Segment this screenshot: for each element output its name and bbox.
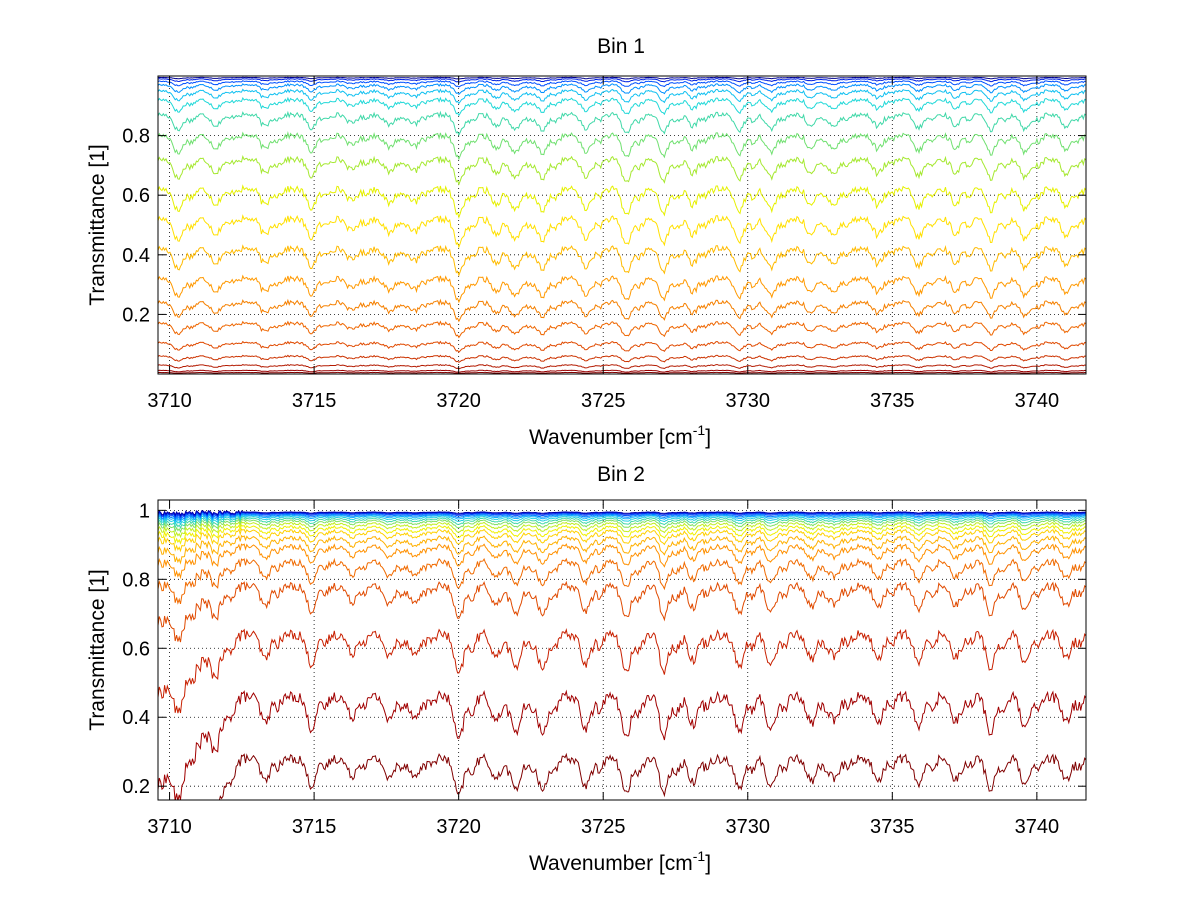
series-line	[218, 752, 1086, 800]
x-axis-title-sup-bin-1: -1	[693, 422, 706, 438]
series-line	[158, 154, 1086, 186]
y-tick-label: 0.2	[122, 776, 150, 798]
axes-box-bin-2	[157, 499, 1087, 801]
ticks-bin-1: 3710 3715 3720 3725 3730 3735 3740 0.2 0.4 0.6 0.8	[122, 76, 1086, 412]
series-line	[158, 369, 1086, 373]
chart-title-bin-1: Bin 1	[597, 35, 645, 58]
series-line	[158, 528, 1086, 553]
chart-title-bin-2: Bin 2	[597, 463, 645, 486]
y-tick-label: 0.4	[122, 245, 150, 267]
series-line	[158, 627, 1086, 714]
series-line	[158, 110, 1086, 137]
series-line	[158, 520, 1086, 539]
series-line	[158, 244, 1086, 277]
series-line	[158, 82, 1086, 96]
series-line	[158, 298, 1086, 323]
series-line	[158, 78, 1086, 83]
series-line	[158, 214, 1086, 249]
series-line	[158, 524, 1086, 545]
x-tick-label: 3735	[870, 816, 915, 838]
series-line	[158, 514, 1086, 526]
series-line	[158, 354, 1086, 363]
series-line	[158, 518, 1086, 534]
ticks-bin-2: 3710 3715 3720 3725 3730 3735 3740 0.2 0.4 0.6 0.8…	[122, 500, 1086, 838]
y-axis-title-bin-1: Transmittance [1]	[86, 144, 109, 305]
series-line	[158, 557, 1086, 605]
x-tick-label: 3725	[581, 816, 626, 838]
series-group-bin-1	[158, 76, 1086, 374]
x-axis-title-bin-2: Wavenumber [cm-1]	[529, 848, 711, 875]
y-tick-label: 0.4	[122, 707, 150, 729]
series-line	[158, 513, 1086, 523]
series-line	[158, 96, 1086, 117]
series-line	[158, 131, 1086, 161]
x-tick-label: 3735	[870, 390, 915, 412]
series-line	[158, 510, 1086, 517]
series-line	[158, 340, 1086, 353]
series-line	[158, 364, 1086, 370]
series-group-bin-2	[158, 510, 1086, 800]
x-axis-title-text-bin-2: Wavenumber [cm	[529, 852, 693, 875]
y-tick-label: 0.8	[122, 569, 150, 591]
series-line	[158, 510, 1086, 518]
x-axis-title-end-bin-1: ]	[705, 426, 711, 449]
series-line	[158, 534, 1086, 565]
x-tick-label: 3720	[436, 390, 481, 412]
series-line	[158, 80, 1086, 88]
x-axis-title-end-bin-2: ]	[705, 852, 711, 875]
x-tick-label: 3720	[436, 816, 481, 838]
series-line	[158, 76, 1086, 80]
axes-box-bin-1	[157, 75, 1087, 375]
x-tick-label: 3730	[726, 816, 771, 838]
y-axis-title-bin-2: Transmittance [1]	[86, 569, 109, 730]
x-tick-label: 3710	[147, 390, 192, 412]
x-tick-label: 3730	[726, 390, 771, 412]
x-tick-label: 3740	[1015, 390, 1060, 412]
y-tick-label: 0.8	[122, 126, 150, 148]
series-line	[158, 580, 1086, 643]
y-tick-label: 0.6	[122, 638, 150, 660]
x-axis-title-text-bin-1: Wavenumber [cm	[529, 426, 693, 449]
panel-bin-2: Bin 2 3710 3715 3720 3725 3730 3735 3740 0.2 0.4…	[86, 463, 1087, 875]
x-tick-label: 3715	[292, 816, 337, 838]
x-tick-label: 3740	[1015, 816, 1060, 838]
series-line	[158, 543, 1086, 580]
y-tick-label: 0.6	[122, 185, 150, 207]
y-tick-label: 1	[139, 500, 150, 522]
series-line	[158, 516, 1086, 530]
series-line	[158, 88, 1086, 105]
series-line	[158, 689, 1086, 800]
panel-bin-1: Bin 1 3710 3715 3720 3725 3730 3735 3740 0.2 0.4…	[86, 35, 1087, 449]
series-line	[158, 511, 1086, 519]
series-line	[158, 512, 1086, 521]
x-tick-label: 3710	[147, 816, 192, 838]
x-tick-label: 3715	[292, 390, 337, 412]
series-line	[158, 371, 1086, 374]
x-axis-title-sup-bin-2: -1	[693, 848, 706, 864]
series-line	[158, 274, 1086, 304]
x-axis-title-bin-1: Wavenumber [cm-1]	[529, 422, 711, 449]
series-line	[158, 320, 1086, 339]
y-tick-label: 0.2	[122, 304, 150, 326]
series-line	[158, 184, 1086, 219]
x-tick-label: 3725	[581, 390, 626, 412]
